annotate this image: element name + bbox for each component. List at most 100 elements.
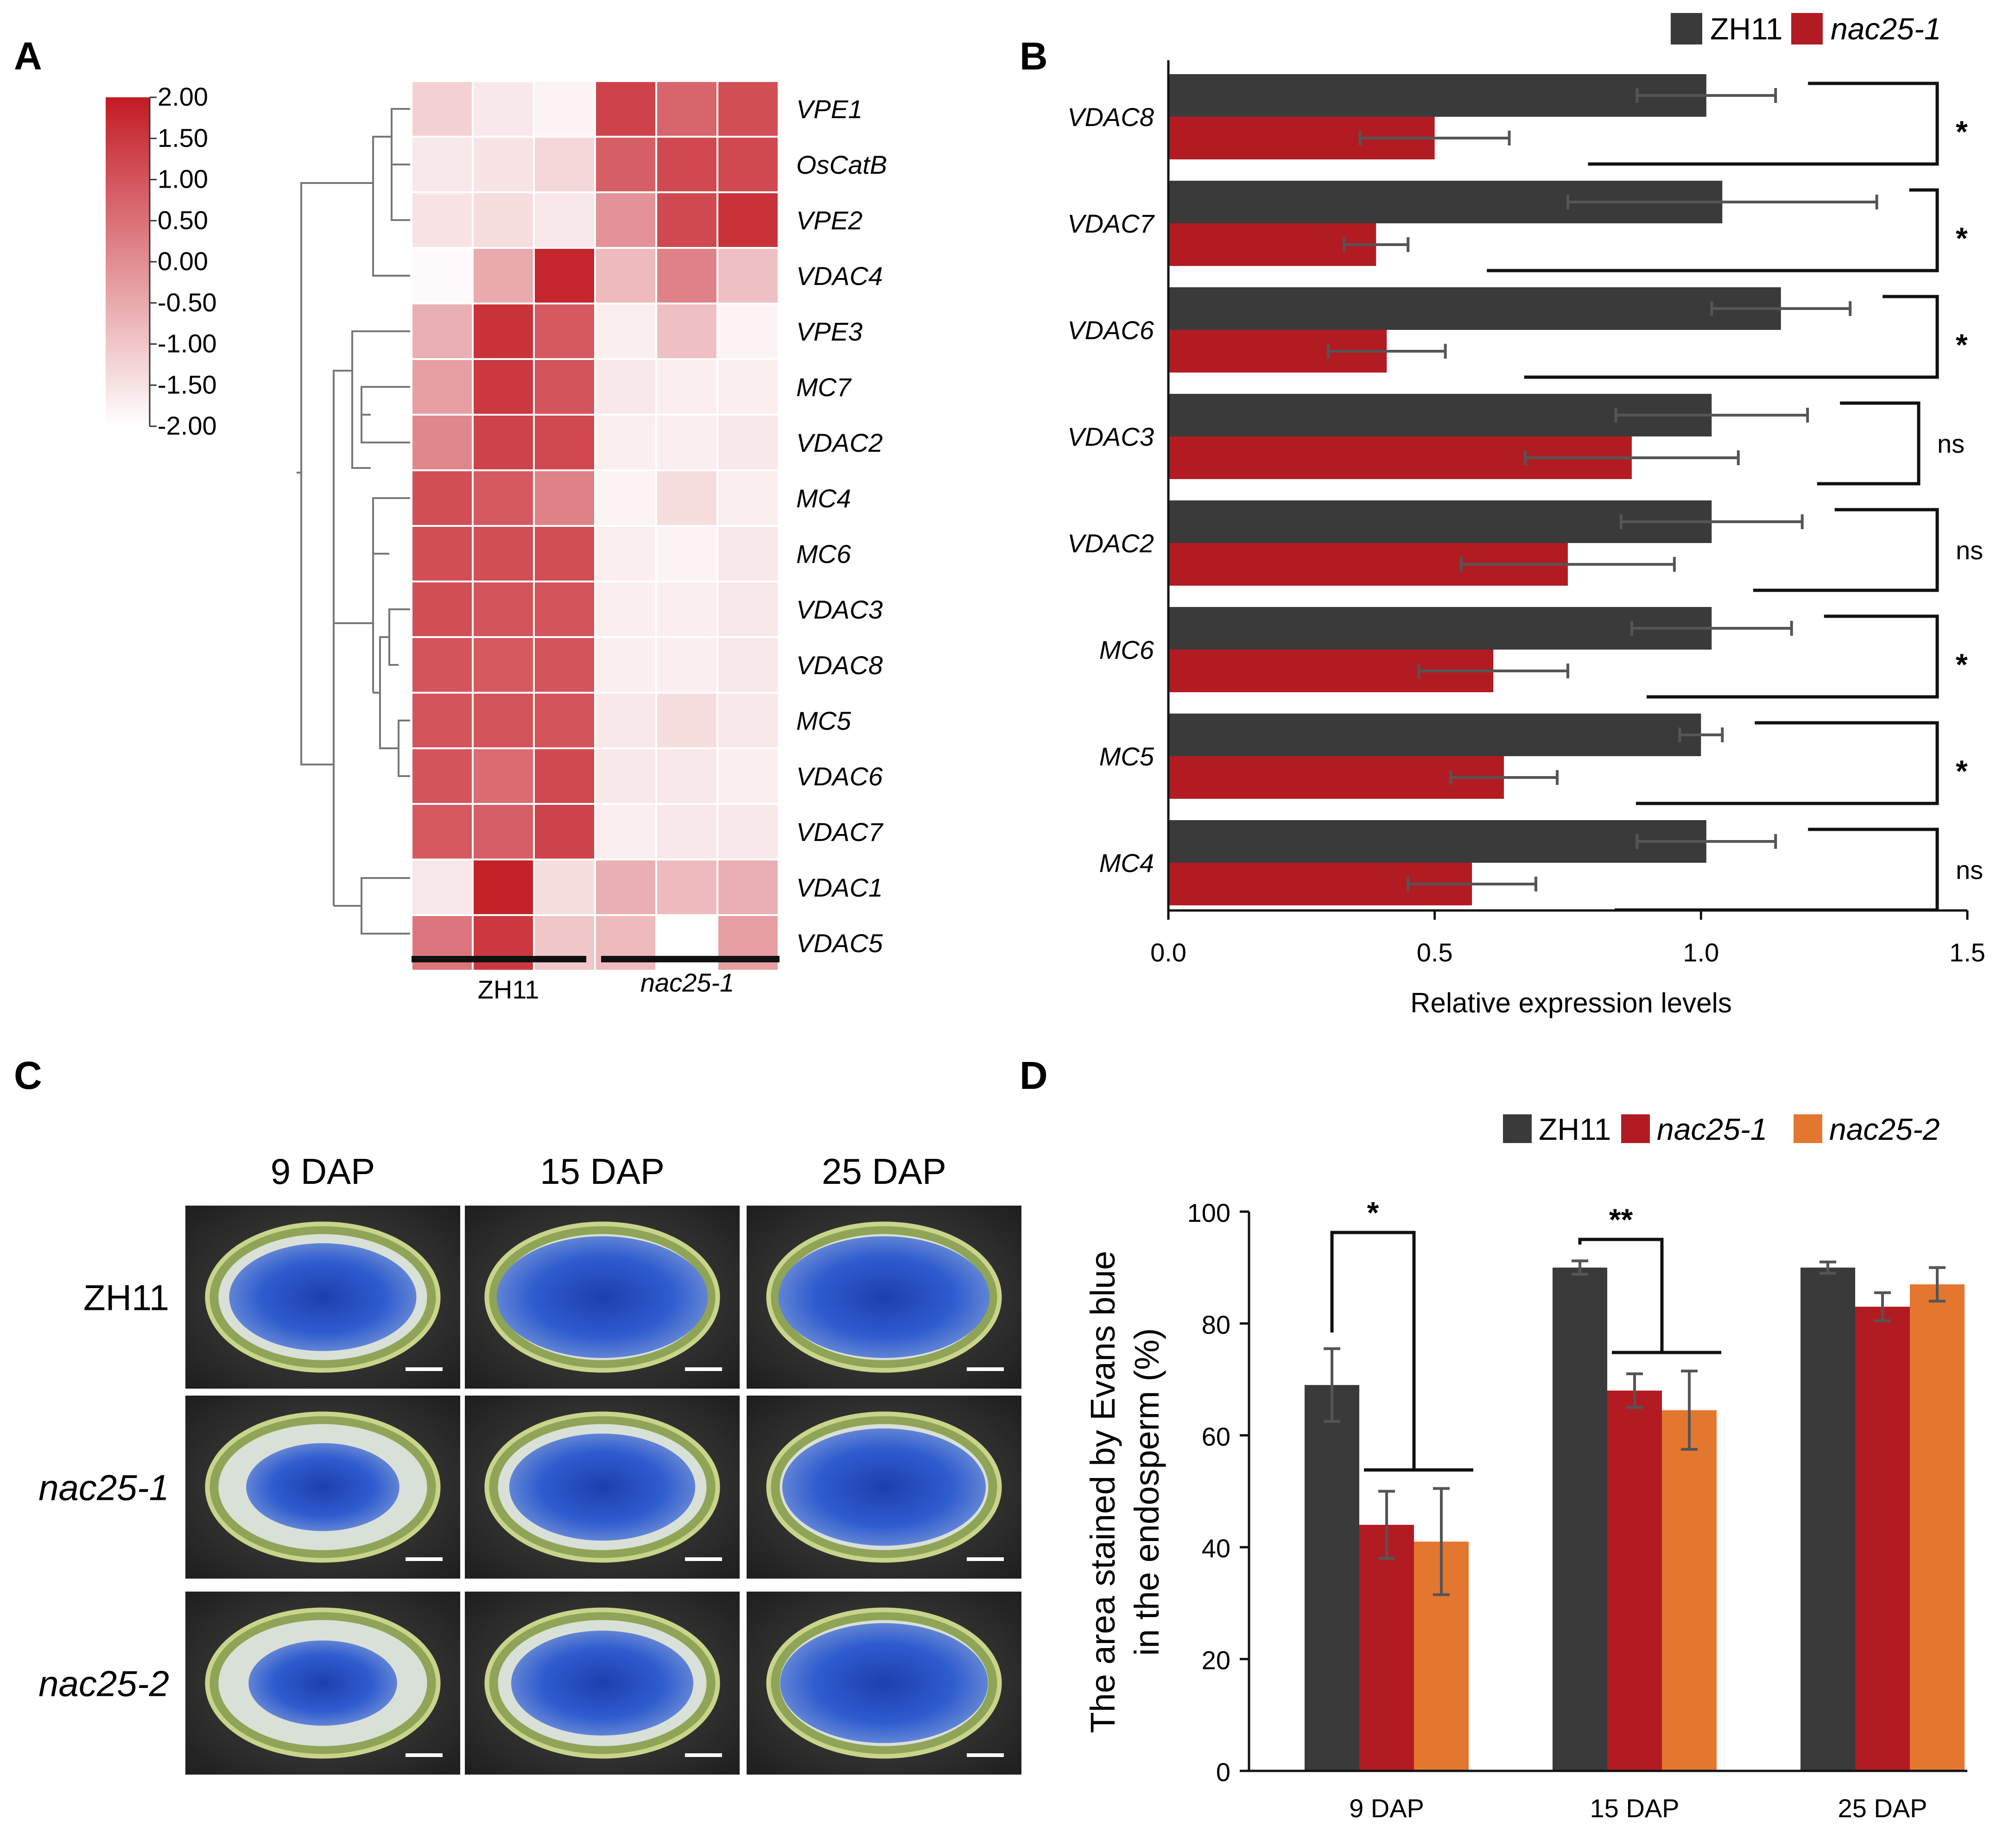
y-tick-label-d: 60 (1202, 1422, 1230, 1451)
heatmap-cell (472, 803, 535, 860)
heatmap-cell (411, 469, 474, 527)
error-bar-b (1678, 727, 1724, 742)
heatmap-cell (594, 191, 657, 249)
heatmap-cell (411, 191, 474, 249)
legend-swatch-nac25-1 (1791, 13, 1823, 44)
heatmap-gene-labels: VPE1 OsCatB VPE2 VDAC4 VPE3 MC7 VDAC2 MC4 MC6 VDA… (796, 95, 887, 958)
error-bar-d (1378, 1490, 1395, 1560)
y-tick-label-d: 80 (1202, 1310, 1230, 1339)
significance-bracket-d (1578, 1238, 1664, 1352)
heatmap-cell (655, 247, 718, 304)
bar-d-zh11 (1553, 1267, 1607, 1771)
evans-blue-stain (511, 1630, 694, 1736)
heatmap-cell (716, 247, 780, 304)
significance-bracket-b (1588, 82, 1939, 166)
heatmap-cell (594, 636, 657, 694)
group-label-nac25-1: nac25-1 (640, 968, 734, 997)
group-bar-zh11 (412, 956, 586, 962)
evans-blue-stain (229, 1243, 417, 1351)
significance-bracket-b (1487, 188, 1939, 272)
heatmap-gene-label: VDAC8 (796, 651, 883, 680)
heatmap-gene-label: MC7 (796, 373, 852, 402)
heatmap-cell (594, 247, 657, 304)
heatmap-cell (411, 303, 474, 360)
legend-label-nac25-1-d: nac25-1 (1657, 1112, 1768, 1146)
x-tick-label-b: 1.5 (1949, 938, 1985, 967)
error-bar-b (1566, 195, 1878, 209)
evans-blue-stain (496, 1236, 708, 1358)
heatmap-cell (533, 80, 596, 138)
heatmap-cell (655, 358, 718, 416)
heatmap-cell (411, 358, 474, 416)
heatmap-cell (472, 581, 535, 638)
heatmap-cell (411, 581, 474, 638)
photo-column-label: 15 DAP (540, 1151, 665, 1192)
heatmap-cell (716, 80, 780, 138)
heatmap-cell (411, 803, 474, 860)
heatmap-cell (533, 469, 596, 527)
category-label-b: MC6 (1099, 635, 1154, 664)
color-scale-ticks: 2.00 1.50 1.00 0.50 0.00 -0.50 -1.00 -1.50 -2.00 (150, 82, 217, 440)
expression-bar-chart: ZH11 nac25-1 VDAC8 *VDAC7 *VDAC6 *VDAC3 nsVD… (1067, 12, 1985, 1018)
error-bar-b (1449, 770, 1559, 785)
heatmap-cell (411, 636, 474, 694)
heatmap-gene-label: MC4 (796, 484, 851, 513)
heatmap-cell (655, 581, 718, 638)
bar-b-nac25-1 (1168, 756, 1504, 799)
error-bar-d (1874, 1291, 1891, 1322)
significance-label-b: * (1956, 647, 1968, 682)
seed-photo (747, 1592, 1021, 1775)
heatmap-gene-label: VDAC2 (796, 428, 883, 457)
bar-b-zh11 (1168, 714, 1701, 756)
heatmap-cell (655, 747, 718, 805)
heatmap-cell (472, 747, 535, 805)
significance-bracket-b (1647, 614, 1939, 699)
heatmap-cell (655, 414, 718, 471)
heatmap-cell (533, 358, 596, 416)
heatmap-cell (716, 303, 780, 360)
category-label-d: 15 DAP (1590, 1794, 1680, 1823)
significance-bracket-b (1524, 295, 1939, 379)
panel-letter-a: A (14, 34, 42, 78)
photo-row-label: nac25-2 (38, 1663, 169, 1704)
evans-blue-stain (778, 1236, 990, 1358)
significance-bracket-b (1636, 721, 1939, 805)
legend-d: ZH11 nac25-1 nac25-2 (1503, 1112, 1940, 1146)
photo-row-labels: ZH11 nac25-1 nac25-2 (38, 1277, 169, 1704)
bar-d-nac25-2 (1910, 1284, 1965, 1771)
heatmap-cell (594, 803, 657, 860)
y-axis-title-d-line2: in the endosperm (%) (1128, 1328, 1166, 1656)
heatmap-gene-label: VDAC5 (796, 929, 883, 958)
scale-tick-label: 2.00 (158, 82, 208, 111)
scale-tick-label: -0.50 (158, 288, 217, 317)
seed-photo (185, 1592, 460, 1775)
panel-letter-d: D (1020, 1054, 1048, 1097)
error-bar-d (1433, 1487, 1450, 1596)
heatmap-cell (655, 803, 718, 860)
error-bar-d (1819, 1260, 1836, 1275)
bar-b-zh11 (1168, 820, 1706, 863)
heatmap-cell (533, 581, 596, 638)
legend-b: ZH11 nac25-1 (1671, 12, 1941, 46)
panel-letter-b: B (1020, 34, 1048, 78)
heatmap-cell (533, 636, 596, 694)
significance-label-d: * (1367, 1195, 1379, 1230)
category-label-b: VDAC2 (1067, 529, 1154, 558)
heatmap-gene-label: VPE3 (796, 317, 862, 346)
heatmap-cell (594, 859, 657, 916)
legend-swatch-nac25-2-d (1794, 1114, 1822, 1143)
heatmap-cell (533, 191, 596, 249)
significance-label-b: * (1956, 221, 1968, 255)
heatmap-cell (655, 191, 718, 249)
heatmap-gene-label: MC5 (796, 706, 851, 735)
scale-tick-label: -1.00 (158, 329, 217, 358)
category-label-b: MC4 (1099, 848, 1154, 878)
heatmap-cell (594, 358, 657, 416)
heatmap-cell (655, 525, 718, 582)
evans-blue-stain (248, 1640, 397, 1726)
photo-column-label: 9 DAP (271, 1151, 375, 1192)
heatmap-cell (716, 469, 780, 527)
evans-blue-stain (780, 1623, 988, 1743)
heatmap-cell (655, 692, 718, 749)
